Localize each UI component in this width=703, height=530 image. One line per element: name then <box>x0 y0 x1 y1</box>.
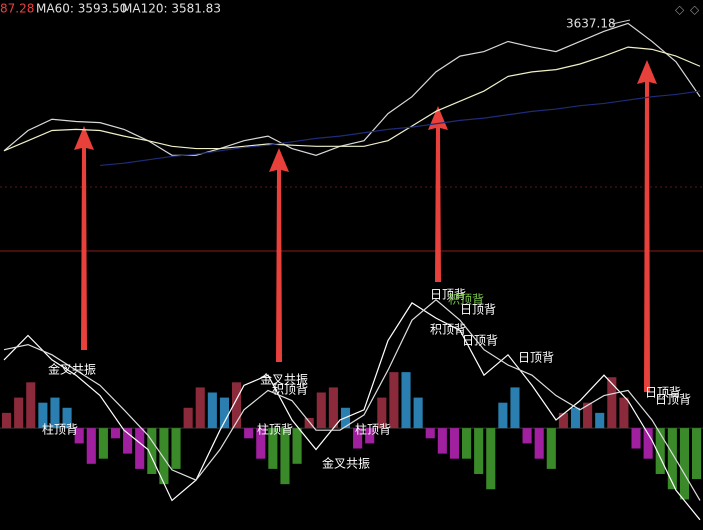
histogram-bar <box>474 428 484 474</box>
histogram-bar <box>183 407 193 429</box>
series-line <box>3 22 701 156</box>
annotation: 柱顶背 <box>42 422 78 437</box>
annotation: 柱顶背 <box>257 422 293 437</box>
histogram-bar <box>98 428 108 459</box>
peak-leader <box>611 19 631 25</box>
annotation: 日顶背 <box>462 334 498 348</box>
histogram-bar <box>667 428 677 490</box>
histogram-bar <box>135 428 145 469</box>
histogram-bar <box>486 428 496 490</box>
histogram-bar <box>389 372 399 429</box>
histogram-bar <box>377 397 387 429</box>
histogram-bar <box>62 407 72 429</box>
histogram-bar <box>123 428 133 454</box>
ma120-label: MA120: 3581.83 <box>122 2 221 16</box>
histogram-bar <box>425 428 435 439</box>
annotation: 日顶背 <box>518 351 554 365</box>
histogram-bar <box>74 428 84 444</box>
histogram-bar <box>2 412 12 429</box>
histogram-bar <box>619 397 629 429</box>
histogram-bar <box>522 428 532 444</box>
annotation: 日顶背 <box>430 288 466 302</box>
annotation: 日顶背 <box>645 386 681 400</box>
histogram-bar <box>583 402 593 429</box>
arrow <box>428 106 448 282</box>
series-line <box>3 46 701 152</box>
annotation: 积顶背 <box>430 323 466 337</box>
histogram-bar <box>328 387 338 429</box>
histogram-bar <box>655 428 665 474</box>
histogram-bar <box>110 428 121 439</box>
histogram-bar <box>207 392 217 429</box>
histogram-bar <box>195 387 205 429</box>
histogram-bar <box>437 428 447 454</box>
annotation: 日顶背 <box>655 393 691 407</box>
annotation: 金叉共振 <box>48 362 96 377</box>
series-line <box>3 302 701 521</box>
arrows <box>74 60 657 392</box>
histogram-bar <box>232 382 242 429</box>
histogram-bar <box>558 412 568 429</box>
histogram-bar <box>38 402 48 429</box>
histogram-bar <box>86 428 96 464</box>
histogram-bar <box>401 372 411 429</box>
annotation: 金叉共振 <box>322 456 370 471</box>
series-line <box>3 299 701 501</box>
histogram-bar <box>595 412 605 429</box>
icon[interactable]: ◇ <box>690 3 700 17</box>
annotation: 积顶背 <box>448 293 484 307</box>
histogram-bar <box>353 428 363 449</box>
arrow <box>74 126 94 350</box>
histogram-bar <box>147 428 157 474</box>
histogram-bar <box>219 397 229 429</box>
histogram-bar <box>498 402 508 429</box>
histogram-bar <box>643 428 653 459</box>
histogram-bar <box>570 407 581 429</box>
histogram-bar <box>316 392 326 429</box>
histogram-bar <box>692 428 702 480</box>
annotation: 金叉共振 <box>260 372 308 387</box>
histogram-bar <box>171 428 181 469</box>
ma60-label: MA60: 3593.50 <box>36 2 127 16</box>
histogram-bar <box>256 428 266 459</box>
histogram-bar <box>449 428 459 459</box>
annotation: 日顶背 <box>460 303 496 317</box>
histogram-bar <box>546 428 556 469</box>
histogram-bar <box>534 428 544 459</box>
histogram-bar <box>304 417 314 429</box>
histogram-bar <box>292 428 302 464</box>
annotation: 积顶背 <box>272 383 308 397</box>
histogram-bar <box>365 428 375 444</box>
histogram-bar <box>607 377 617 429</box>
annotation: 柱顶背 <box>355 422 391 437</box>
histogram-bar <box>413 397 423 429</box>
histogram-bar <box>510 387 520 429</box>
histogram-bar <box>280 428 290 485</box>
arrow <box>269 148 289 362</box>
histogram-bar <box>159 428 169 485</box>
histogram-bar <box>268 428 278 469</box>
series-line <box>99 90 701 167</box>
histogram-bar <box>14 397 24 429</box>
histogram-bar <box>244 428 254 439</box>
histogram-bar <box>462 428 472 459</box>
histogram-bar <box>26 382 36 429</box>
histogram-bar <box>679 428 689 500</box>
icon[interactable]: ◇ <box>675 3 685 17</box>
histogram-bar <box>631 428 641 449</box>
histogram-bar <box>50 397 60 429</box>
arrow <box>637 60 657 392</box>
peak-label: 3637.18 <box>566 17 616 31</box>
last-price: 87.28 <box>0 2 34 16</box>
